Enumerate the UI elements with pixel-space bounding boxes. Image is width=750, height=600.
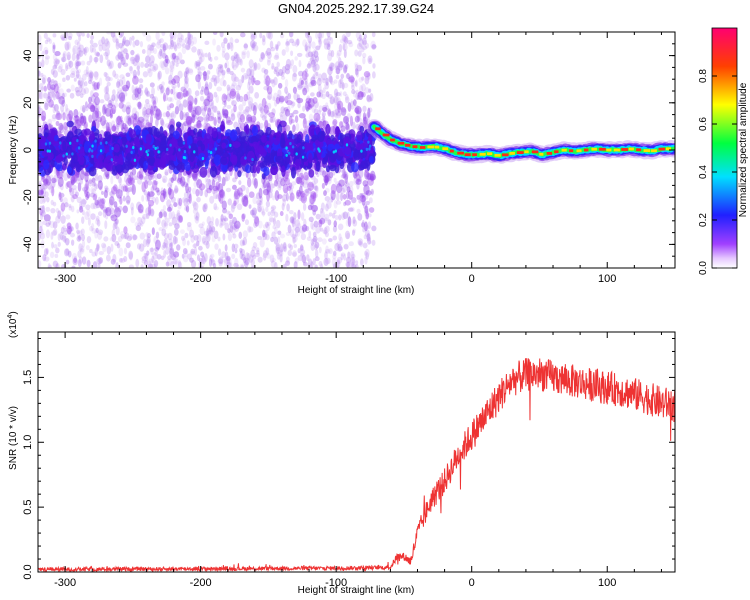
colorbar-ticks: 0.0 0.2 0.4 0.6 0.8 <box>698 69 737 275</box>
snr-y-tick-label: 1.5 <box>22 370 34 385</box>
snr-x-tick-label: -200 <box>190 577 212 589</box>
snr-frame <box>37 331 676 573</box>
snr-x-tick-label: 0 <box>469 577 475 589</box>
spectrogram-y-tick-label: 20 <box>22 97 34 109</box>
snr-x-tick-label: 100 <box>598 577 616 589</box>
snr-y-tick-label: 0.0 <box>22 564 34 579</box>
snr-scale-label: (x104) <box>7 311 19 338</box>
spectrogram-x-tick-label: 100 <box>598 273 616 285</box>
spectrogram-x-axis-label: Height of straight line (km) <box>298 285 415 296</box>
snr-series-line <box>38 358 675 572</box>
snr-axes: -300 -200 -100 0 100 0.0 0.5 1.0 1.5 <box>22 332 675 589</box>
snr-x-axis-label: Height of straight line (km) <box>298 585 415 596</box>
spectrogram-x-tick-label: -200 <box>190 273 212 285</box>
colorbar-tick-label: 0.8 <box>698 69 709 83</box>
snr-x-tick-label: -100 <box>325 577 347 589</box>
figure-title: GN04.2025.292.17.39.G24 <box>278 1 434 16</box>
snr-y-tick-label: 1.0 <box>22 435 34 450</box>
spectrogram-x-tick-label: -100 <box>325 273 347 285</box>
spectrogram-x-tick-label: -300 <box>54 273 76 285</box>
snr-y-tick-label: 0.5 <box>22 499 34 514</box>
spectrogram-y-tick-label: -40 <box>22 236 34 252</box>
colorbar-tick-label: 0.2 <box>698 213 709 227</box>
spectrogram-heatmap <box>38 32 675 268</box>
spectrogram-y-tick-label: -20 <box>22 189 34 205</box>
spectrogram-y-tick-label: 40 <box>22 49 34 61</box>
spectrogram-x-tick-label: 0 <box>469 273 475 285</box>
colorbar: 0.0 0.2 0.4 0.6 0.8 Normalized spectral ampl… <box>698 27 749 275</box>
colorbar-label: Normalized spectral amplitude <box>738 82 749 217</box>
snr-y-axis-label: SNR (10 * v/v) <box>8 406 19 470</box>
colorbar-tick-label: 0.6 <box>698 117 709 131</box>
colorbar-gradient <box>711 27 738 269</box>
spectrogram-y-axis-label: Frequency (Hz) <box>8 116 19 185</box>
snr-panel: -300 -200 -100 0 100 0.0 0.5 1.0 1.5 Height of s… <box>7 311 676 596</box>
colorbar-tick-label: 0.4 <box>698 165 709 179</box>
spectrogram-y-tick-label: 0 <box>22 147 34 153</box>
colorbar-tick-label: 0.0 <box>698 261 709 275</box>
snr-x-tick-label: -300 <box>54 577 76 589</box>
